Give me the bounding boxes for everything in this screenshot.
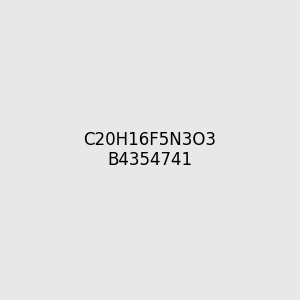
Text: C20H16F5N3O3
B4354741: C20H16F5N3O3 B4354741 <box>83 130 217 170</box>
